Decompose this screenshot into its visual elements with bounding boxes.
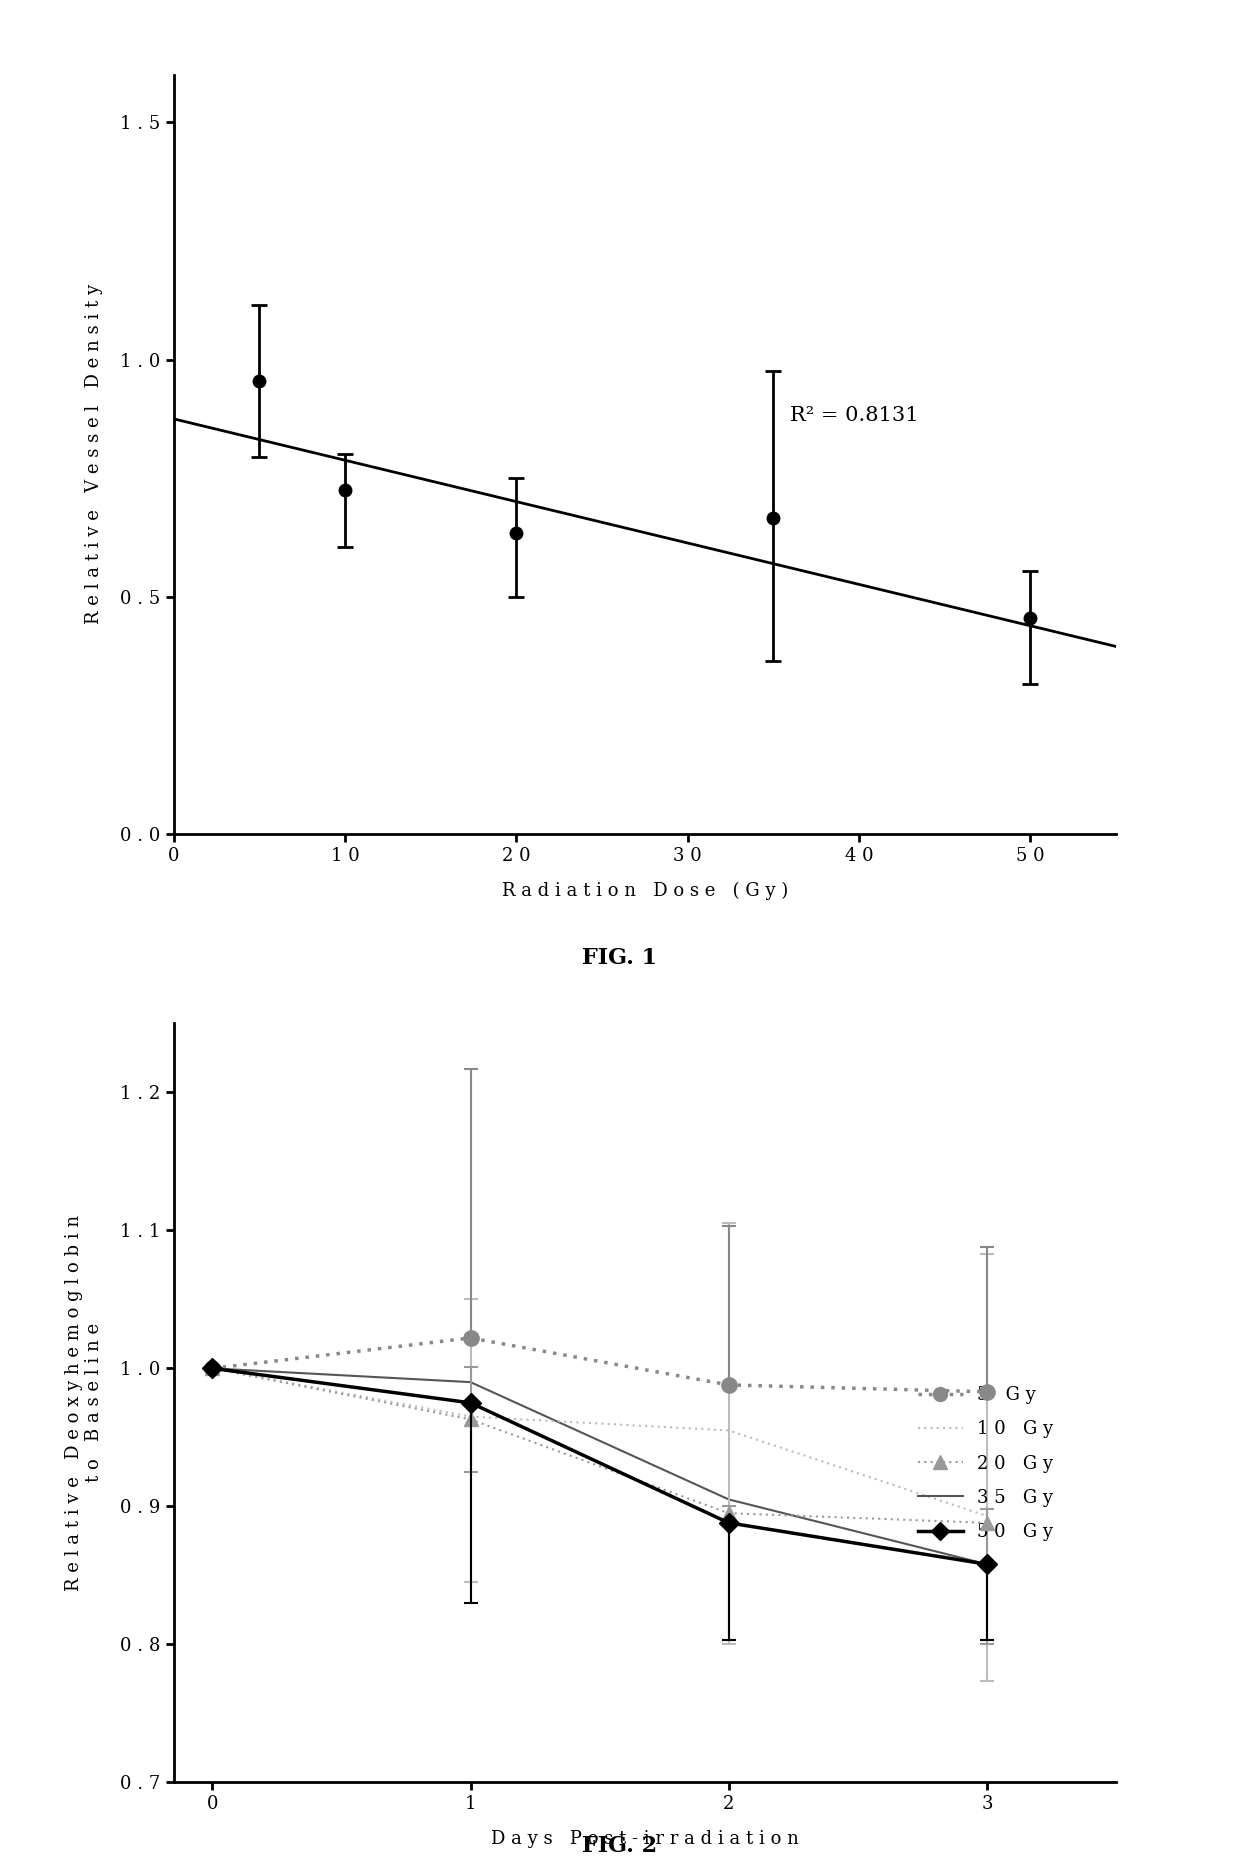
Legend: 5   G y, 1 0   G y, 2 0   G y, 3 5   G y, 5 0   G y: 5 G y, 1 0 G y, 2 0 G y, 3 5 G y, 5 0 G … <box>918 1386 1054 1540</box>
35 Gy <box>463 1371 477 1394</box>
Y-axis label: R e l a t i v e   D e o x y h e m o g l o b i n
t o   B a s e l i n e: R e l a t i v e D e o x y h e m o g l o … <box>64 1216 103 1591</box>
Text: R² = 0.8131: R² = 0.8131 <box>790 407 919 426</box>
10 Gy <box>980 1505 994 1527</box>
10 Gy <box>463 1405 477 1428</box>
35 Gy <box>722 1488 737 1510</box>
35 Gy <box>980 1553 994 1576</box>
X-axis label: R a d i a t i o n   D o s e   ( G y ): R a d i a t i o n D o s e ( G y ) <box>502 882 787 900</box>
35 Gy <box>205 1356 219 1379</box>
Line: 10 Gy: 10 Gy <box>212 1368 987 1516</box>
Text: FIG. 2: FIG. 2 <box>583 1835 657 1857</box>
X-axis label: D a y s   P o s t - i r r a d i a t i o n: D a y s P o s t - i r r a d i a t i o n <box>491 1831 799 1848</box>
Text: FIG. 1: FIG. 1 <box>583 947 657 970</box>
Y-axis label: R e l a t i v e   V e s s e l   D e n s i t y: R e l a t i v e V e s s e l D e n s i t … <box>86 285 103 625</box>
10 Gy <box>722 1418 737 1441</box>
10 Gy <box>205 1356 219 1379</box>
Line: 35 Gy: 35 Gy <box>212 1368 987 1565</box>
